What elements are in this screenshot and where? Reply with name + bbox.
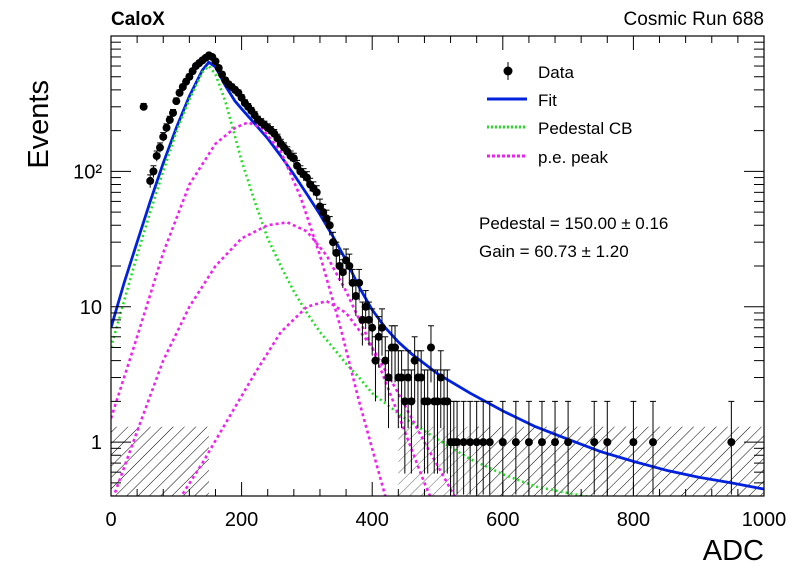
hatch-band-right [476, 426, 764, 496]
x-tick-label-3: 600 [486, 509, 519, 531]
x-tick-label-0: 0 [105, 509, 116, 531]
data-point-79 [400, 397, 409, 406]
axis-ticks: 0 200 400 600 800 1000 1 10 10² [73, 36, 786, 531]
data-point-100 [485, 438, 494, 447]
data-point-87 [426, 343, 435, 352]
data-point-96 [459, 438, 468, 447]
data-point-58 [332, 248, 341, 257]
data-point-89 [433, 397, 442, 406]
data-point-2 [149, 167, 158, 176]
data-point-70 [371, 356, 380, 365]
hatched-error-band [111, 426, 764, 496]
fit-result-pedestal: Pedestal = 150.00 ± 0.16 [479, 214, 668, 233]
data-point-69 [368, 323, 377, 332]
series-line-2 [111, 64, 592, 496]
data-point-59 [335, 262, 344, 270]
data-point-99 [479, 438, 488, 447]
data-point-72 [377, 323, 386, 332]
legend-pedestal-label: Pedestal CB [538, 119, 633, 138]
data-point-49 [302, 173, 311, 182]
data-point-111 [727, 438, 736, 447]
data-point-21 [211, 57, 220, 66]
data-point-57 [329, 238, 338, 247]
data-point-52 [312, 188, 321, 197]
fit-result-gain: Gain = 60.73 ± 1.20 [479, 242, 629, 261]
data-point-64 [351, 292, 360, 301]
legend-fit-label: Fit [538, 91, 557, 110]
run-label: Cosmic Run 688 [624, 9, 764, 30]
data-point-86 [423, 397, 432, 406]
data-point-23 [218, 70, 227, 79]
experiment-label: CaloX [111, 9, 165, 30]
data-point-56 [325, 221, 334, 230]
series-line-3 [111, 121, 387, 496]
data-point-97 [466, 438, 475, 447]
data-point-66 [358, 315, 367, 324]
y-tick-label-0: 1 [91, 432, 102, 454]
data-point-60 [338, 268, 347, 277]
data-point-92 [443, 397, 452, 406]
data-point-62 [345, 262, 354, 270]
legend: Data Fit Pedestal CB p.e. peak [487, 62, 633, 167]
data-point-4 [155, 143, 164, 152]
x-tick-label-4: 800 [617, 509, 650, 531]
data-point-82 [410, 356, 419, 365]
data-point-5 [159, 132, 168, 141]
data-point-3 [152, 151, 161, 160]
data-point-68 [364, 315, 373, 324]
data-point-74 [384, 373, 393, 382]
data-point-76 [391, 343, 400, 352]
y-tick-label-2: 10² [73, 161, 102, 183]
data-point-71 [374, 332, 383, 341]
data-point-7 [165, 115, 174, 124]
x-tick-label-1: 200 [225, 509, 258, 531]
data-point-9 [172, 97, 181, 106]
data-point-105 [551, 438, 560, 447]
legend-data-label: Data [538, 63, 574, 82]
data-point-103 [524, 438, 533, 447]
data-point-110 [648, 438, 657, 447]
data-point-80 [404, 373, 413, 382]
data-points [139, 51, 736, 495]
x-tick-label-5: 1000 [742, 509, 787, 531]
hatch-band-left [111, 426, 209, 496]
data-point-90 [436, 373, 445, 382]
data-point-78 [397, 373, 406, 382]
x-tick-label-2: 400 [356, 509, 389, 531]
data-point-102 [511, 438, 520, 447]
data-point-73 [381, 356, 390, 365]
data-point-84 [417, 373, 426, 382]
y-axis-title: Events [23, 80, 55, 169]
data-point-6 [162, 123, 171, 132]
data-point-95 [453, 438, 462, 447]
data-point-101 [498, 438, 507, 447]
data-point-65 [355, 278, 364, 287]
data-point-22 [214, 64, 223, 73]
legend-data-marker [503, 62, 513, 80]
data-point-106 [564, 438, 573, 447]
data-point-0 [139, 102, 148, 111]
data-point-107 [590, 438, 599, 447]
y-tick-label-1: 10 [80, 297, 102, 319]
data-point-8 [169, 108, 178, 117]
data-point-81 [407, 397, 416, 406]
data-point-104 [537, 438, 546, 447]
data-point-109 [629, 438, 638, 447]
legend-pe-label: p.e. peak [538, 148, 608, 167]
x-axis-title: ADC [703, 535, 764, 567]
data-point-98 [472, 438, 481, 447]
data-point-108 [603, 438, 612, 447]
data-point-1 [146, 176, 155, 185]
data-point-10 [175, 88, 184, 97]
data-point-67 [361, 302, 370, 311]
